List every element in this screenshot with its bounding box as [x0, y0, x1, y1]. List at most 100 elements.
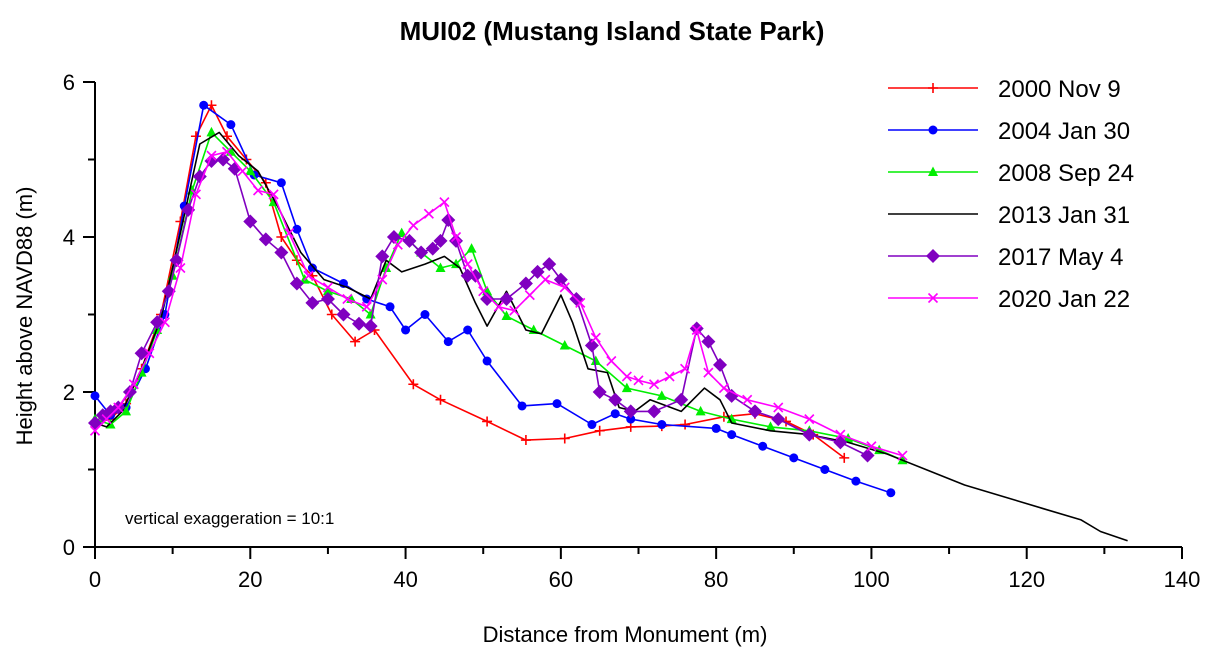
data-point [408, 220, 419, 231]
data-point [221, 131, 232, 142]
data-point [633, 375, 644, 386]
data-point [159, 317, 170, 328]
data-point [289, 276, 304, 291]
data-point [835, 429, 846, 440]
data-point [305, 295, 320, 310]
axes: 0 20 40 60 80 100 120 140 0 2 4 6 [63, 70, 1201, 592]
data-point [789, 453, 799, 463]
data-point [307, 263, 317, 273]
data-point [592, 385, 607, 399]
data-point [689, 321, 704, 336]
data-point [802, 427, 817, 442]
x-tick-label: 40 [393, 567, 417, 592]
data-point [433, 233, 448, 248]
data-point [664, 371, 675, 382]
data-point [128, 379, 139, 390]
legend-marker [928, 125, 938, 135]
legend-entry-2000-nov-9: 2000 Nov 9 [888, 76, 1121, 103]
data-point [552, 399, 562, 409]
data-point [450, 231, 462, 243]
data-point [245, 165, 256, 176]
data-point [190, 189, 202, 200]
data-point [771, 412, 786, 427]
data-point [695, 405, 706, 416]
data-point [226, 120, 236, 130]
data-point [711, 423, 721, 433]
data-point [553, 272, 568, 287]
series-2013-jan-31 [94, 131, 1128, 542]
legend-marker [928, 83, 938, 93]
data-point [342, 293, 353, 305]
chart-title: MUI02 (Mustang Island State Park) [400, 16, 825, 46]
data-point [460, 268, 475, 283]
data-point [480, 292, 495, 306]
data-point [274, 245, 289, 260]
data-point [718, 383, 729, 394]
y-tick-label: 4 [63, 225, 75, 250]
data-point [435, 262, 446, 272]
data-point [190, 131, 201, 142]
data-point [396, 227, 407, 238]
data-point [435, 394, 446, 405]
data-point [691, 324, 702, 336]
data-point [575, 297, 586, 308]
data-point [463, 325, 473, 335]
x-tick-label: 60 [549, 567, 573, 592]
data-point [701, 334, 716, 349]
series-line [94, 104, 845, 459]
data-point [680, 419, 691, 430]
data-point [520, 435, 531, 446]
data-point [647, 404, 662, 419]
data-point [680, 363, 691, 374]
data-point [804, 414, 815, 425]
data-point [425, 241, 440, 256]
data-point [610, 409, 620, 419]
data-point [860, 448, 875, 463]
data-point [509, 305, 520, 316]
y-tick-label: 6 [63, 70, 75, 95]
data-point [897, 450, 908, 461]
data-point [623, 404, 638, 419]
data-point [657, 420, 667, 430]
data-point [363, 319, 378, 334]
x-tick-label: 80 [704, 567, 728, 592]
data-point [252, 185, 264, 196]
data-point [559, 282, 570, 293]
data-point [451, 258, 462, 269]
data-point [747, 404, 762, 419]
data-point [482, 416, 493, 427]
data-point [408, 379, 419, 390]
data-point [336, 307, 351, 322]
data-point [381, 262, 392, 272]
data-point [169, 253, 184, 268]
legend-marker [927, 292, 939, 304]
x-tick-label: 0 [89, 567, 101, 592]
data-point [713, 357, 728, 372]
data-point [113, 402, 124, 413]
y-tick-label: 2 [63, 380, 75, 405]
data-point [851, 476, 861, 486]
legend-entry-2017-may-4: 2017 May 4 [888, 244, 1123, 271]
series-2008-sep-24 [90, 126, 908, 465]
data-point [243, 214, 258, 229]
data-point [237, 166, 248, 177]
data-point [584, 338, 599, 353]
data-point [292, 224, 302, 234]
data-point [361, 301, 372, 312]
data-point [758, 441, 768, 451]
data-point [542, 257, 557, 272]
legend-label: 2004 Jan 30 [998, 118, 1130, 145]
data-point [268, 189, 279, 200]
data-point [221, 146, 233, 157]
data-point [493, 301, 504, 312]
data-point [90, 391, 100, 401]
data-point [482, 356, 492, 366]
data-point [284, 228, 295, 239]
data-point [703, 367, 714, 378]
data-point [727, 430, 737, 440]
legend-entry-2008-sep-24: 2008 Sep 24 [888, 160, 1134, 187]
data-point [765, 421, 776, 431]
data-point [621, 382, 632, 393]
data-point [524, 290, 535, 301]
